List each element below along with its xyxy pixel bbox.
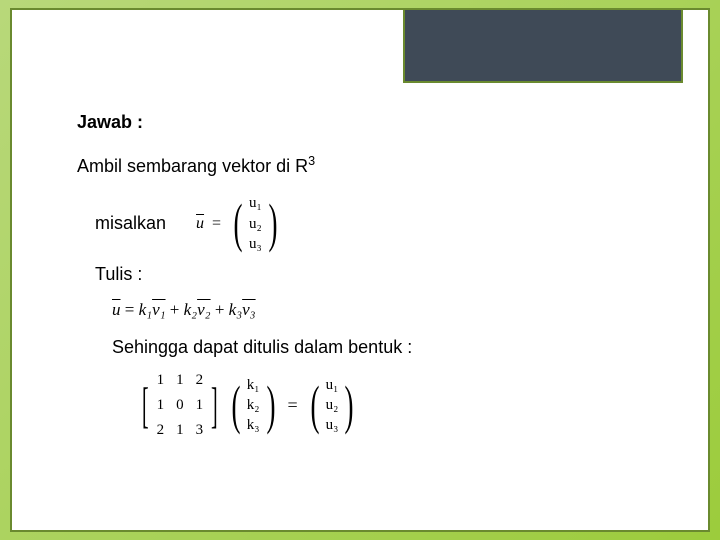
a33: 3 — [196, 420, 204, 441]
tulis-label: Tulis : — [95, 262, 668, 287]
lc-v2: v₂ — [197, 300, 210, 319]
paren-right-u-icon: ) — [345, 381, 354, 430]
paren-left-icon: ( — [234, 199, 243, 248]
u-vector-def: u = ( u₁ u₂ u₃ ) — [196, 193, 282, 254]
title-placeholder-box — [403, 8, 683, 83]
a31: 2 — [157, 420, 165, 441]
u3: u₃ — [249, 234, 262, 254]
eq-sign-1: = — [212, 213, 221, 235]
a32: 1 — [176, 420, 184, 441]
text-ambil: Ambil sembarang vektor di R3 — [77, 153, 668, 179]
heading-jawab: Jawab : — [77, 110, 668, 135]
a11: 1 — [157, 370, 165, 391]
a12: 1 — [176, 370, 184, 391]
lc-k2: k₂ — [184, 300, 197, 319]
lc-u: u — [112, 300, 121, 319]
k-vector: ( k₁ k₂ k₃ ) — [227, 375, 280, 436]
a23: 1 — [196, 395, 204, 416]
lc-plus2: + — [215, 300, 225, 319]
ru2: u₂ — [326, 395, 339, 415]
lc-k3: k₃ — [229, 300, 242, 319]
misalkan-row: misalkan u = ( u₁ u₂ u₃ ) — [95, 193, 668, 254]
matrix-eq-sign: = — [288, 393, 298, 418]
u1: u₁ — [249, 193, 262, 213]
paren-right-k-icon: ) — [266, 381, 275, 430]
lc-v3: v₃ — [242, 300, 255, 319]
k3: k₃ — [247, 415, 260, 435]
bracket-left-icon: [ — [142, 384, 149, 427]
ru1: u₁ — [326, 375, 339, 395]
misalkan-label: misalkan — [95, 211, 166, 236]
lc-k1: k₁ — [139, 300, 152, 319]
a22: 0 — [176, 395, 184, 416]
u-bar: u — [196, 213, 204, 235]
ru3: u₃ — [326, 415, 339, 435]
content-area: Jawab : Ambil sembarang vektor di R3 mis… — [77, 110, 668, 441]
matrix-A: [ 1 1 2 1 0 1 2 1 3 ] — [137, 370, 223, 441]
k2: k₂ — [247, 395, 260, 415]
u2: u₂ — [249, 214, 262, 234]
u-result-vector: ( u₁ u₂ u₃ ) — [306, 375, 359, 436]
slide-frame: Jawab : Ambil sembarang vektor di R3 mis… — [10, 8, 710, 532]
sehingga-text: Sehingga dapat ditulis dalam bentuk : — [112, 335, 668, 360]
superscript-3: 3 — [308, 154, 315, 168]
paren-left-u-icon: ( — [310, 381, 319, 430]
lc-v1: v₁ — [152, 300, 165, 319]
matrix-equation: [ 1 1 2 1 0 1 2 1 3 ] ( k₁ k₂ — [137, 370, 668, 441]
lc-plus1: + — [170, 300, 180, 319]
lc-eq: = — [125, 300, 135, 319]
ambil-text: Ambil sembarang vektor di R — [77, 156, 308, 176]
paren-right-icon: ) — [268, 199, 277, 248]
linear-combination: u = k₁v₁ + k₂v₂ + k₃v₃ — [112, 297, 668, 322]
bracket-right-icon: ] — [211, 384, 218, 427]
a13: 2 — [196, 370, 204, 391]
paren-left-k-icon: ( — [231, 381, 240, 430]
k1: k₁ — [247, 375, 260, 395]
a21: 1 — [157, 395, 165, 416]
u-column-vector: ( u₁ u₂ u₃ ) — [229, 193, 282, 254]
